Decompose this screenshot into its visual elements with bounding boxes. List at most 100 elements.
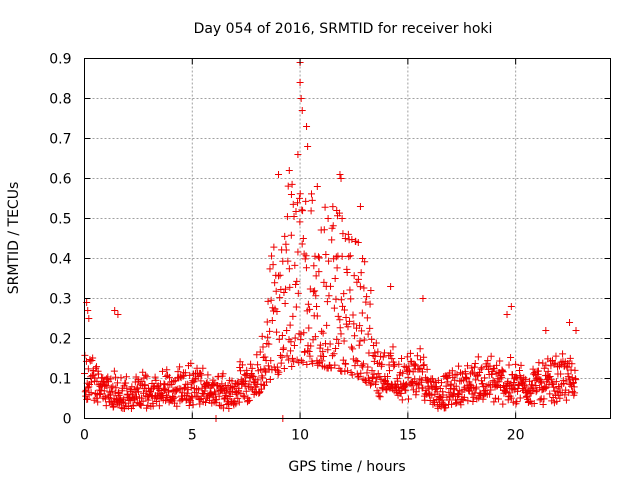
data-point xyxy=(568,360,576,368)
data-point xyxy=(111,307,119,314)
data-point xyxy=(247,384,255,392)
data-point xyxy=(331,361,339,369)
data-point xyxy=(320,278,328,286)
data-point xyxy=(352,357,360,365)
data-point xyxy=(512,360,520,368)
data-point xyxy=(552,378,560,386)
data-point xyxy=(122,373,130,381)
data-point xyxy=(215,392,223,400)
grid-lines xyxy=(84,58,611,419)
y-tick-label: 0.6 xyxy=(49,172,71,188)
data-point xyxy=(346,317,354,325)
data-point xyxy=(360,284,368,292)
data-point xyxy=(526,377,534,385)
data-point xyxy=(110,402,118,410)
data-point xyxy=(342,360,350,368)
data-point xyxy=(282,285,290,293)
data-point xyxy=(298,240,306,248)
data-point xyxy=(292,280,300,288)
data-point xyxy=(443,373,451,381)
data-point xyxy=(108,387,116,395)
data-point xyxy=(537,376,545,384)
data-point xyxy=(330,350,338,358)
data-point xyxy=(134,384,142,392)
data-point xyxy=(311,252,319,260)
data-point xyxy=(469,368,477,376)
data-point xyxy=(359,255,367,262)
data-point xyxy=(328,352,336,360)
data-point xyxy=(363,314,371,322)
data-point xyxy=(278,353,286,361)
data-point xyxy=(259,374,267,382)
chart-title: Day 054 of 2016, SRMTID for receiver hok… xyxy=(194,21,493,37)
data-point xyxy=(493,361,501,369)
data-point xyxy=(491,394,499,402)
data-point xyxy=(303,360,311,368)
data-point xyxy=(339,230,347,238)
data-point xyxy=(232,400,240,408)
data-point xyxy=(387,349,395,357)
data-point xyxy=(187,359,195,367)
data-point xyxy=(259,343,267,351)
data-point xyxy=(487,352,495,360)
data-point xyxy=(429,397,437,405)
data-point xyxy=(296,190,304,198)
data-point xyxy=(301,255,309,263)
plot-frame xyxy=(84,58,611,419)
data-point xyxy=(256,348,264,356)
data-point xyxy=(522,375,530,383)
data-point xyxy=(496,375,504,383)
data-point xyxy=(479,395,487,403)
data-point xyxy=(337,330,345,338)
data-point xyxy=(335,339,343,347)
data-point xyxy=(503,311,511,318)
data-point xyxy=(323,321,331,329)
data-point xyxy=(363,369,371,377)
data-point xyxy=(151,373,159,381)
data-point xyxy=(348,371,356,379)
data-point xyxy=(452,399,460,407)
data-point xyxy=(173,402,181,410)
data-point xyxy=(280,365,288,373)
data-point xyxy=(280,344,288,352)
data-point xyxy=(275,272,283,280)
data-point xyxy=(413,352,421,360)
data-point xyxy=(448,391,456,399)
data-point xyxy=(397,389,405,397)
data-point xyxy=(263,339,271,347)
y-tick-label: 0 xyxy=(63,412,72,428)
data-point xyxy=(539,401,547,409)
data-point xyxy=(327,282,335,290)
data-point xyxy=(404,373,412,381)
y-tick-label: 0.4 xyxy=(49,252,71,268)
data-point xyxy=(112,373,120,381)
data-point xyxy=(84,365,92,373)
data-point xyxy=(336,171,344,178)
data-point xyxy=(478,364,486,372)
data-point xyxy=(496,357,504,365)
data-point xyxy=(528,381,536,389)
data-point xyxy=(191,389,199,397)
data-point xyxy=(114,311,122,318)
data-point xyxy=(339,302,347,310)
data-point xyxy=(336,316,344,324)
data-point xyxy=(294,199,302,207)
data-point xyxy=(295,330,303,338)
data-point xyxy=(132,393,140,401)
data-point xyxy=(289,312,297,320)
data-point xyxy=(513,398,521,406)
data-point xyxy=(296,218,304,226)
data-point xyxy=(286,283,294,291)
data-point xyxy=(94,398,102,406)
data-point xyxy=(455,362,463,370)
data-point xyxy=(298,107,306,114)
data-point xyxy=(376,393,384,401)
data-point xyxy=(110,367,118,375)
data-point xyxy=(470,393,478,401)
data-point xyxy=(290,212,298,220)
data-point xyxy=(162,373,170,381)
data-point xyxy=(479,383,487,391)
data-point xyxy=(487,386,495,394)
data-point xyxy=(566,319,574,326)
x-tick-label: 10 xyxy=(291,428,309,444)
